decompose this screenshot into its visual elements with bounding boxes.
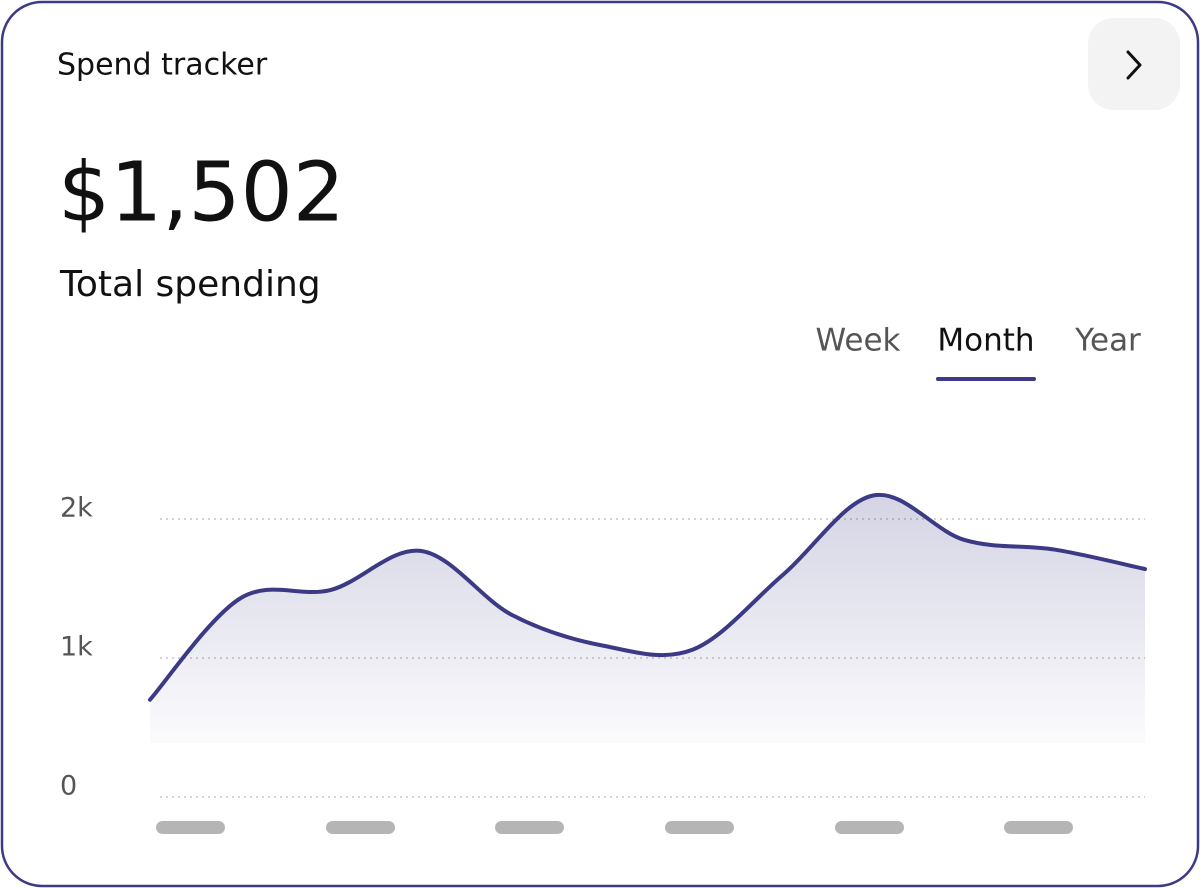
card-title: Spend tracker — [57, 48, 268, 83]
placeholder — [1004, 821, 1073, 834]
placeholder — [495, 821, 564, 834]
placeholder — [835, 821, 904, 834]
placeholder — [326, 821, 395, 834]
open-button[interactable] — [1088, 18, 1180, 110]
total-label: Total spending — [59, 264, 321, 305]
y-tick-label: 0 — [60, 771, 77, 802]
chevron-icon[interactable] — [1126, 50, 1142, 80]
y-tick-label: 1k — [60, 632, 93, 663]
tab[interactable]: Year — [1074, 323, 1141, 359]
tab[interactable]: Month — [937, 323, 1034, 359]
area — [150, 494, 1145, 743]
line — [148, 492, 1147, 702]
total-amount: $1,502 — [58, 145, 345, 240]
y-tick-label: 2k — [60, 493, 93, 524]
placeholder — [156, 821, 225, 834]
button-bg[interactable] — [1088, 18, 1180, 110]
placeholder — [665, 821, 734, 834]
tab-indicator — [936, 377, 1036, 381]
x-placeholders — [156, 821, 1073, 834]
tab[interactable]: Week — [816, 323, 901, 359]
